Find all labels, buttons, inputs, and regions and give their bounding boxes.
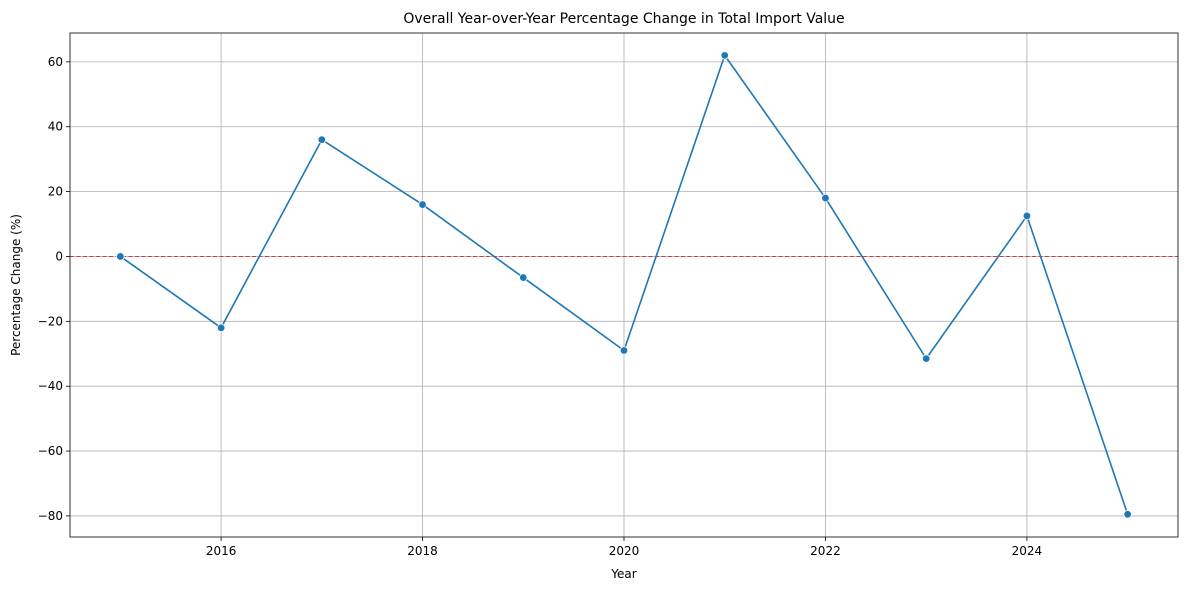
x-axis-label: Year [610, 567, 636, 581]
x-tick-label: 2018 [407, 544, 438, 558]
y-tick-label: −60 [38, 444, 63, 458]
data-point [116, 252, 125, 261]
data-point [619, 346, 629, 355]
data-point [1022, 211, 1032, 221]
chart-title: Overall Year-over-Year Percentage Change… [403, 11, 844, 27]
y-tick-label: 60 [48, 55, 63, 69]
series-group [116, 51, 1132, 519]
y-tick-label: −40 [38, 379, 63, 393]
data-point [418, 200, 427, 209]
y-axis-label: Percentage Change (%) [9, 214, 23, 356]
x-tick-label: 2022 [810, 544, 841, 558]
data-point [921, 354, 931, 363]
y-tick-label: 40 [48, 120, 63, 134]
data-point [720, 51, 729, 60]
x-tick-label: 2016 [206, 544, 237, 558]
y-tick-label: 20 [48, 185, 63, 199]
data-point [821, 193, 830, 203]
y-tick-label: −20 [38, 314, 63, 328]
data-point [317, 135, 327, 144]
x-tick-label: 2020 [609, 544, 640, 558]
x-tick-label: 2024 [1012, 544, 1043, 558]
y-tick-label: 0 [55, 249, 63, 263]
y-tick-label: −80 [38, 509, 63, 523]
data-point [216, 323, 226, 333]
data-point [1123, 510, 1132, 519]
data-point [519, 273, 528, 282]
axis-ticks: 2016 2018 2020 2022 2024 −80 −60 −40 −20 0 20 40 60 [38, 55, 1043, 558]
